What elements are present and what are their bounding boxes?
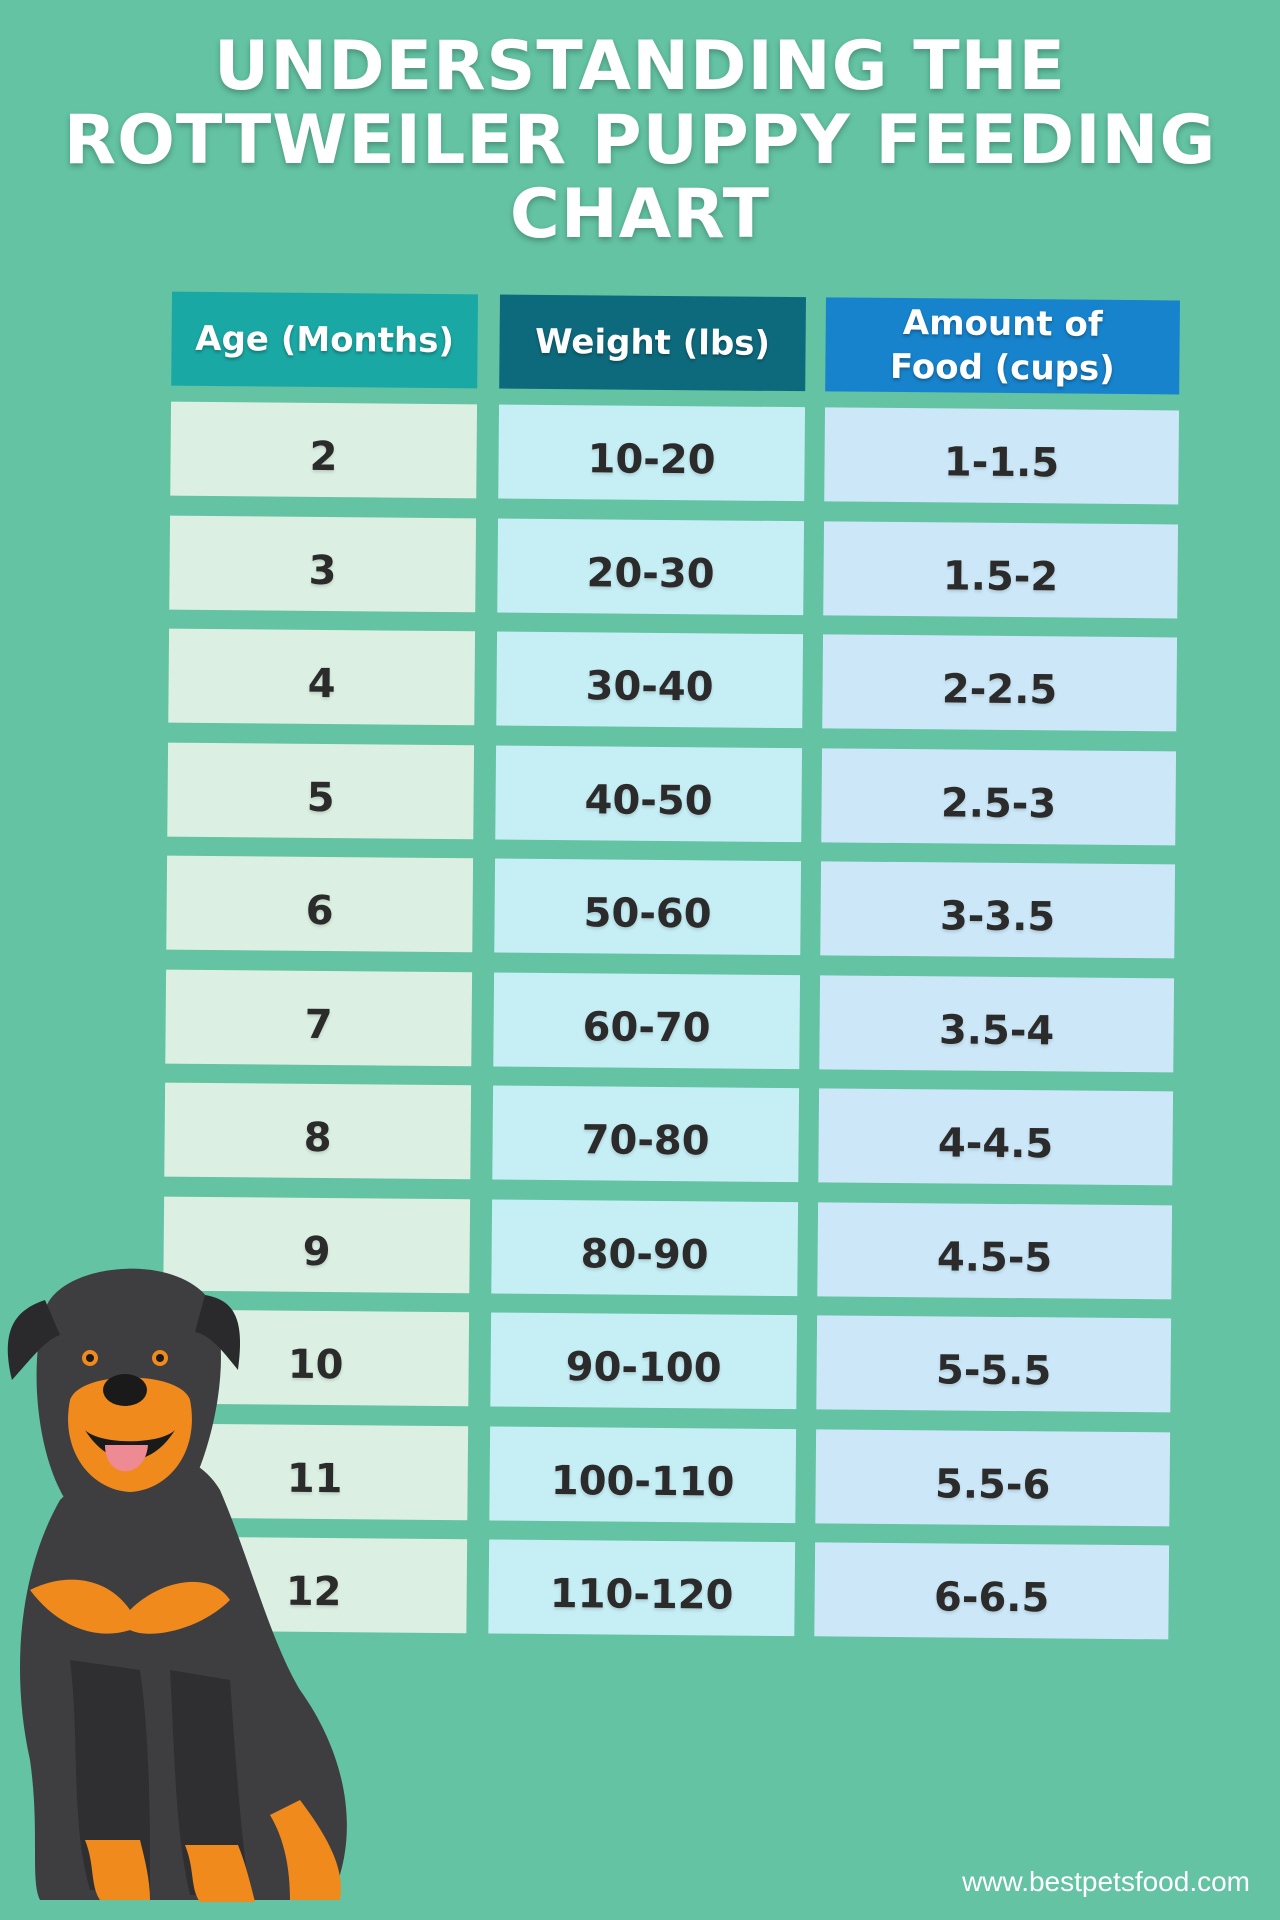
weight-cell: 50-60 [494, 858, 802, 956]
weight-cell: 70-80 [492, 1085, 800, 1183]
weight-cell: 80-90 [491, 1198, 799, 1296]
page-title: UNDERSTANDING THE ROTTWEILER PUPPY FEEDI… [0, 30, 1280, 252]
title-line-1: UNDERSTANDING THE [214, 27, 1066, 106]
title-line-3: CHART [509, 175, 771, 254]
header-food-label: Amount of Food (cups) [889, 303, 1115, 389]
table-row: 3 20-30 1.5-2 [157, 515, 1179, 618]
food-cell: 4.5-5 [817, 1201, 1173, 1299]
food-cell: 3.5-4 [819, 974, 1175, 1072]
weight-cell: 110-120 [488, 1539, 796, 1637]
food-cell: 3-3.5 [820, 861, 1176, 959]
age-cell: 8 [164, 1082, 472, 1180]
table-row: 6 50-60 3-3.5 [154, 855, 1176, 959]
age-cell: 2 [170, 401, 478, 499]
rottweiler-dog-illustration [7, 1268, 347, 1902]
food-cell: 2.5-3 [821, 747, 1177, 845]
food-cell: 6-6.5 [814, 1542, 1170, 1640]
weight-cell: 30-40 [496, 631, 804, 729]
weight-cell: 20-30 [497, 518, 805, 615]
header-age: Age (Months) [171, 291, 479, 389]
table-row: 5 40-50 2.5-3 [155, 742, 1177, 845]
age-cell: 6 [166, 855, 474, 953]
weight-cell: 90-100 [490, 1312, 798, 1410]
food-cell: 5-5.5 [816, 1315, 1172, 1413]
food-cell: 5.5-6 [815, 1428, 1171, 1526]
header-weight: Weight (lbs) [499, 294, 806, 392]
food-cell: 4-4.5 [818, 1088, 1174, 1186]
age-cell: 4 [168, 628, 476, 726]
weight-cell: 40-50 [495, 744, 803, 842]
table-row: 2 10-20 1-1.5 [158, 401, 1180, 505]
weight-cell: 10-20 [498, 404, 806, 502]
food-cell: 1-1.5 [824, 407, 1180, 505]
age-cell: 3 [169, 515, 477, 612]
website-url: www.bestpetsfood.com [962, 1866, 1250, 1897]
age-cell: 5 [167, 742, 475, 839]
title-line-2: ROTTWEILER PUPPY FEEDING [63, 101, 1217, 180]
header-food: Amount of Food (cups) [825, 297, 1180, 395]
table-row: 4 30-40 2-2.5 [156, 628, 1178, 732]
weight-cell: 60-70 [493, 971, 801, 1069]
table-row: 8 70-80 4-4.5 [152, 1082, 1174, 1186]
table-row: 7 60-70 3.5-4 [153, 969, 1175, 1072]
weight-cell: 100-110 [489, 1425, 797, 1523]
food-cell: 2-2.5 [822, 634, 1178, 732]
food-cell: 1.5-2 [823, 520, 1179, 618]
age-cell: 7 [165, 969, 473, 1066]
